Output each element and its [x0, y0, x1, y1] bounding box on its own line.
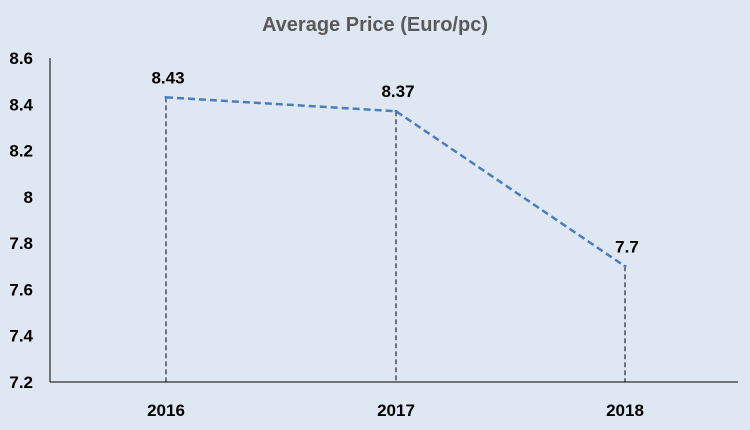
y-axis-ticks: 7.2 7.4 7.6 7.8 8 8.2 8.4 8.6 — [9, 49, 33, 392]
data-label: 8.37 — [381, 82, 414, 101]
y-tick-label: 7.8 — [9, 234, 33, 253]
x-axis-ticks: 2016 2017 2018 — [147, 401, 644, 420]
y-tick-label: 7.4 — [9, 327, 33, 346]
data-point — [623, 264, 627, 268]
chart-title: Average Price (Euro/pc) — [262, 14, 488, 36]
data-label: 7.7 — [615, 237, 639, 256]
y-tick-label: 8.4 — [9, 95, 33, 114]
plot-area: 8.43 8.37 7.7 — [49, 58, 738, 383]
y-tick-label: 8 — [24, 188, 33, 207]
y-tick-label: 7.2 — [9, 373, 33, 392]
y-tick-label: 7.6 — [9, 280, 33, 299]
data-point — [164, 95, 168, 99]
x-tick-label: 2016 — [147, 401, 185, 420]
data-label: 8.43 — [151, 68, 184, 87]
y-tick-label: 8.6 — [9, 49, 33, 68]
x-tick-label: 2018 — [606, 401, 644, 420]
x-tick-label: 2017 — [377, 401, 415, 420]
y-tick-label: 8.2 — [9, 142, 33, 161]
data-point — [394, 109, 398, 113]
